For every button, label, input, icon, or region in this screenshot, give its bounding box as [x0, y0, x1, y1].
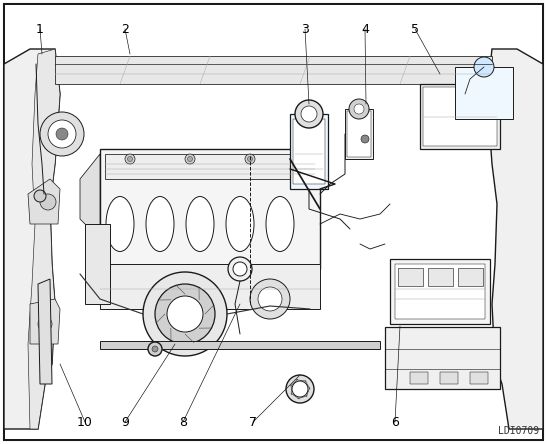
Text: 5: 5 — [411, 23, 419, 36]
Circle shape — [152, 346, 158, 352]
Polygon shape — [28, 49, 60, 429]
Bar — [455, 67, 513, 119]
Polygon shape — [80, 154, 100, 239]
Polygon shape — [30, 299, 60, 344]
Polygon shape — [38, 279, 52, 384]
Bar — [100, 149, 320, 269]
Circle shape — [361, 135, 369, 143]
Circle shape — [286, 375, 314, 403]
Circle shape — [56, 128, 68, 140]
Bar — [420, 84, 500, 149]
Bar — [423, 87, 497, 146]
Circle shape — [474, 57, 494, 77]
Bar — [398, 268, 423, 286]
Text: 2: 2 — [121, 23, 129, 36]
Circle shape — [228, 257, 252, 281]
Text: 9: 9 — [121, 416, 129, 428]
Circle shape — [167, 296, 203, 332]
Ellipse shape — [266, 197, 294, 251]
Bar — [293, 119, 325, 184]
Circle shape — [40, 194, 56, 210]
Bar — [385, 327, 500, 389]
Ellipse shape — [146, 197, 174, 251]
Text: 6: 6 — [391, 416, 399, 428]
Text: 10: 10 — [77, 416, 93, 428]
Circle shape — [34, 190, 46, 202]
Text: 3: 3 — [301, 23, 309, 36]
Circle shape — [245, 154, 255, 164]
Circle shape — [185, 154, 195, 164]
Bar — [458, 268, 483, 286]
Bar — [410, 372, 428, 384]
Ellipse shape — [226, 197, 254, 251]
Bar — [55, 56, 492, 84]
Circle shape — [48, 120, 76, 148]
Circle shape — [143, 272, 227, 356]
Bar — [390, 259, 490, 324]
Bar — [395, 264, 485, 319]
Bar — [347, 111, 371, 157]
Circle shape — [295, 100, 323, 128]
Text: 1: 1 — [36, 23, 44, 36]
Circle shape — [247, 156, 253, 162]
Circle shape — [250, 279, 290, 319]
Polygon shape — [28, 179, 60, 224]
Bar — [105, 154, 315, 179]
Text: 8: 8 — [179, 416, 187, 428]
Bar — [428, 268, 453, 286]
Circle shape — [125, 154, 135, 164]
Circle shape — [354, 104, 364, 114]
Bar — [85, 224, 110, 304]
Bar — [470, 372, 488, 384]
Polygon shape — [4, 49, 60, 429]
Circle shape — [301, 106, 317, 122]
Ellipse shape — [106, 197, 134, 251]
Text: LDI0709: LDI0709 — [498, 426, 539, 436]
Text: 4: 4 — [361, 23, 369, 36]
Circle shape — [298, 156, 302, 162]
Ellipse shape — [186, 197, 214, 251]
Circle shape — [349, 99, 369, 119]
Bar — [100, 264, 320, 309]
Bar — [440, 372, 458, 384]
Circle shape — [258, 287, 282, 311]
Circle shape — [38, 317, 52, 331]
Circle shape — [148, 342, 162, 356]
Circle shape — [155, 284, 215, 344]
Bar — [100, 341, 380, 349]
Bar — [290, 114, 328, 189]
Bar — [345, 109, 373, 159]
Circle shape — [292, 381, 308, 397]
Circle shape — [188, 156, 193, 162]
Circle shape — [40, 112, 84, 156]
Circle shape — [127, 156, 132, 162]
Polygon shape — [487, 49, 543, 429]
Circle shape — [295, 154, 305, 164]
Circle shape — [233, 262, 247, 276]
Text: 7: 7 — [249, 416, 257, 428]
